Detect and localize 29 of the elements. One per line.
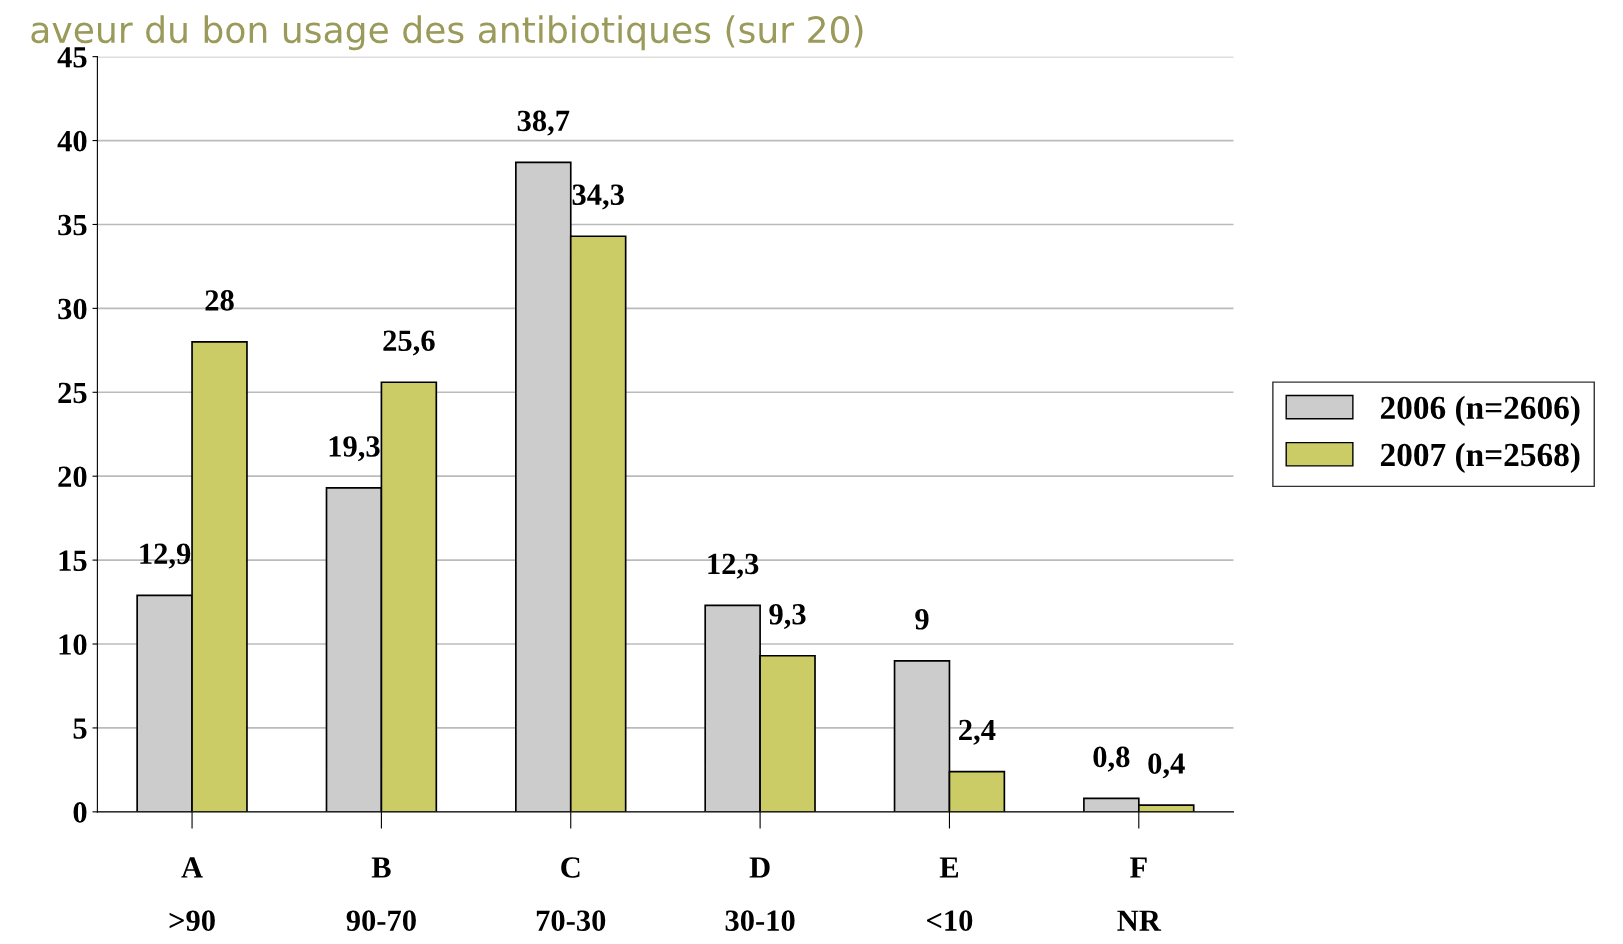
x-tick-label: C 70-30 (536, 857, 606, 931)
x-tick-label: D 30-10 (725, 857, 795, 931)
y-tick-label: 20 (58, 466, 87, 488)
data-label: 38,7 (517, 110, 570, 136)
y-tick-label: 40 (57, 130, 87, 152)
x-tick-label: F NR (1117, 857, 1162, 931)
data-label: 2,4 (959, 719, 996, 745)
data-label: 9 (915, 609, 929, 630)
y-tick-label: 25 (58, 382, 87, 404)
x-tick-label: E <10 (926, 857, 973, 931)
y-tick-label: 5 (73, 718, 87, 739)
y-tick-label: 10 (59, 634, 87, 655)
legend-label: 2006 (n=2606) (1380, 395, 1580, 426)
data-label: 28 (205, 290, 234, 311)
data-label: 0,4 (1148, 753, 1185, 779)
data-label: 12,3 (708, 553, 759, 579)
data-label: 9,3 (769, 604, 806, 629)
x-tick-label: A >90 (169, 857, 215, 931)
data-label: 19,3 (329, 436, 380, 462)
data-label: 12,9 (140, 543, 191, 569)
y-tick-label: 30 (58, 298, 87, 320)
y-tick-label: 15 (59, 550, 87, 572)
y-tick-label: 0 (73, 802, 87, 823)
data-label: 0,8 (1093, 746, 1130, 772)
data-label: 25,6 (383, 330, 435, 356)
data-label: 34,3 (572, 184, 624, 210)
x-tick-label: B 90-70 (346, 857, 416, 931)
legend-label: 2007 (n=2568) (1380, 442, 1580, 474)
y-tick-label: 35 (58, 214, 87, 236)
